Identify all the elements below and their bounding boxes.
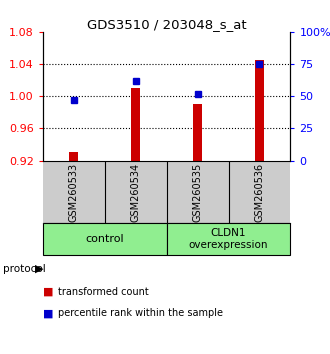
Title: GDS3510 / 203048_s_at: GDS3510 / 203048_s_at <box>87 18 247 31</box>
Text: GSM260533: GSM260533 <box>69 162 79 222</box>
Text: percentile rank within the sample: percentile rank within the sample <box>58 308 223 318</box>
Text: GSM260535: GSM260535 <box>193 162 203 222</box>
Bar <box>131 88 140 160</box>
Text: protocol: protocol <box>3 264 46 274</box>
Text: GSM260534: GSM260534 <box>131 162 141 222</box>
Text: GSM260536: GSM260536 <box>254 162 264 222</box>
Bar <box>167 223 290 255</box>
Bar <box>43 223 167 255</box>
Bar <box>69 153 79 160</box>
Text: ■: ■ <box>43 287 53 297</box>
Text: ▶: ▶ <box>35 264 43 274</box>
Text: CLDN1
overexpression: CLDN1 overexpression <box>189 228 268 250</box>
Bar <box>255 60 264 160</box>
Text: control: control <box>85 234 124 244</box>
Text: ■: ■ <box>43 308 53 318</box>
Bar <box>193 104 202 160</box>
Text: transformed count: transformed count <box>58 287 148 297</box>
